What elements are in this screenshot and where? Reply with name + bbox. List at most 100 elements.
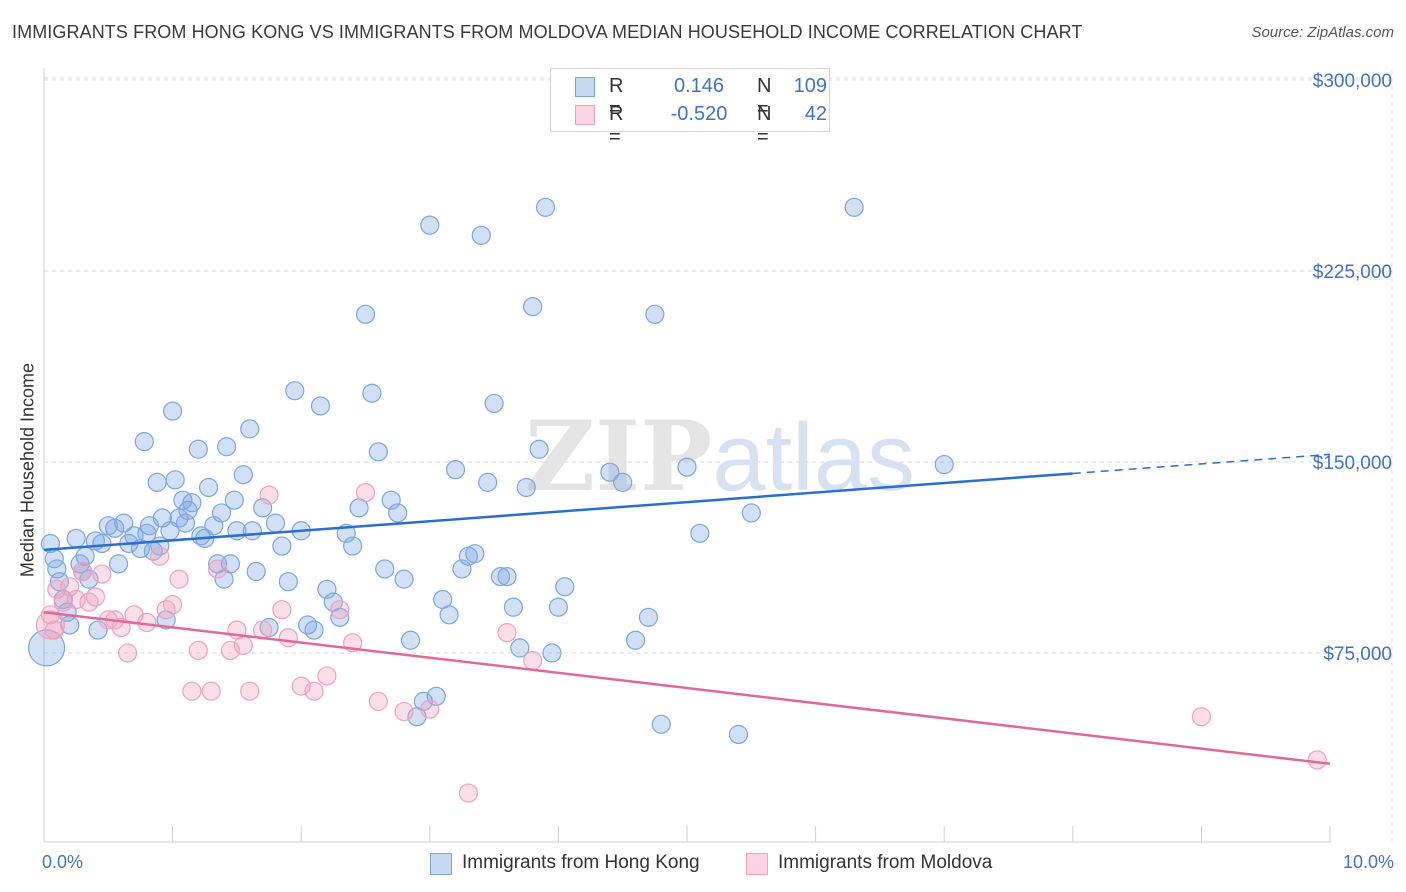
chart-title: IMMIGRANTS FROM HONG KONG VS IMMIGRANTS …	[12, 22, 1083, 42]
legend-r-label: R =	[609, 75, 624, 120]
data-point	[330, 600, 350, 620]
data-point	[420, 699, 440, 719]
data-point	[114, 513, 134, 533]
data-point	[88, 620, 108, 640]
data-point	[224, 490, 244, 510]
data-point-cluster	[35, 610, 66, 640]
chart-source: Source: ZipAtlas.com	[1251, 24, 1394, 41]
data-point	[246, 561, 266, 582]
data-point	[728, 724, 749, 745]
data-point	[272, 536, 292, 556]
data-point	[278, 628, 298, 648]
data-point	[510, 638, 530, 658]
y-tick-label: $300,000	[1313, 71, 1392, 92]
legend-r-value: 0.146	[673, 75, 725, 97]
data-point	[471, 225, 491, 245]
series-moldova	[35, 482, 1327, 803]
data-point	[368, 691, 388, 711]
watermark: ZIPatlas	[525, 400, 915, 513]
data-point	[163, 401, 183, 421]
data-point	[259, 485, 279, 505]
data-point	[304, 620, 324, 640]
trend-lines	[43, 453, 1331, 766]
data-point	[201, 681, 221, 701]
legend-r-value: -0.520	[670, 103, 728, 125]
data-point	[291, 676, 311, 696]
trend-line-moldova	[43, 611, 1331, 766]
data-point	[304, 681, 324, 701]
data-point	[535, 197, 556, 217]
bottom-legend-label: Immigrants from Hong Kong	[462, 852, 700, 873]
data-point	[741, 503, 761, 523]
data-point	[677, 457, 697, 477]
data-point	[625, 630, 646, 650]
data-point	[233, 465, 253, 485]
data-point	[355, 304, 376, 324]
legend-n-value: 42	[804, 103, 827, 125]
data-point	[844, 197, 864, 217]
data-point	[317, 666, 337, 686]
data-point	[240, 681, 260, 701]
data-point	[199, 477, 219, 498]
data-point	[85, 587, 106, 607]
data-point	[150, 546, 170, 566]
data-point	[147, 472, 167, 492]
data-point	[613, 472, 633, 492]
data-point	[79, 592, 99, 612]
data-point	[445, 460, 466, 480]
legend-n-label: N =	[757, 103, 772, 148]
data-point	[516, 477, 536, 498]
data-point	[548, 597, 569, 617]
data-point	[188, 640, 208, 661]
data-point	[645, 304, 665, 324]
data-point	[529, 439, 549, 459]
data-point	[233, 635, 253, 655]
data-point	[242, 521, 262, 541]
y-tick-label: $150,000	[1313, 453, 1392, 474]
data-point	[523, 651, 543, 671]
legend-swatch-hong-kong	[575, 77, 595, 97]
data-point	[651, 714, 671, 734]
data-point	[394, 701, 414, 722]
data-point	[690, 523, 710, 543]
data-point	[134, 432, 154, 452]
data-point	[368, 442, 388, 462]
trend-line-hong-kong-extension	[1072, 453, 1331, 475]
data-point	[478, 472, 498, 492]
data-point	[355, 482, 376, 503]
data-point	[1191, 707, 1212, 727]
grid-lines	[44, 70, 1393, 842]
data-point	[79, 569, 99, 589]
data-point	[638, 607, 659, 627]
legend-n-value: 109	[793, 75, 827, 97]
legend-swatch-moldova	[575, 105, 595, 125]
data-point	[497, 623, 517, 643]
data-point	[1307, 750, 1327, 770]
data-point	[92, 564, 112, 584]
data-point	[217, 437, 237, 457]
bottom-legend-swatch-hong-kong	[430, 853, 452, 875]
data-point	[413, 691, 433, 711]
data-point	[265, 513, 286, 533]
bottom-legend-swatch-moldova	[746, 853, 768, 875]
data-point	[375, 559, 395, 579]
data-point	[72, 561, 93, 582]
x-tick-max: 10.0%	[1342, 852, 1394, 872]
data-point	[400, 630, 421, 650]
data-point	[156, 600, 176, 620]
data-point	[163, 595, 183, 615]
trend-line-hong-kong	[43, 472, 1073, 552]
data-point	[182, 681, 202, 701]
data-point	[208, 559, 228, 579]
data-point	[439, 605, 459, 625]
data-point	[108, 554, 129, 574]
data-point	[105, 518, 125, 538]
data-point	[420, 215, 440, 235]
y-tick-label: $225,000	[1313, 262, 1392, 283]
data-point	[285, 381, 305, 401]
data-point	[240, 419, 260, 439]
series-hong-kong	[27, 197, 954, 745]
data-point	[542, 643, 562, 663]
y-tick-label: $75,000	[1323, 644, 1392, 665]
data-point	[388, 503, 408, 523]
